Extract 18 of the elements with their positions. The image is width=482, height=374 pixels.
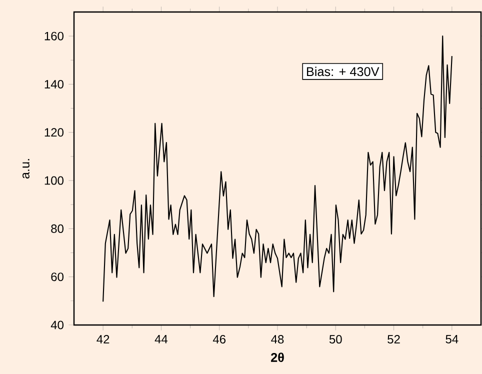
x-tick-label: 44 bbox=[154, 335, 168, 344]
x-tick-label: 50 bbox=[329, 335, 342, 344]
y-axis-title: a.u. bbox=[22, 159, 30, 179]
x-tick-label: 52 bbox=[388, 335, 400, 344]
y-tick-label: 60 bbox=[51, 272, 64, 282]
x-axis-title: 2θ bbox=[270, 352, 284, 362]
y-tick-label: 80 bbox=[51, 224, 64, 233]
y-tick-label: 160 bbox=[44, 32, 64, 40]
y-tick-label: 140 bbox=[44, 80, 64, 88]
y-tick-label: 100 bbox=[44, 176, 64, 185]
annotation: Bias: + 430V bbox=[306, 66, 380, 76]
x-tick-label: 54 bbox=[446, 335, 458, 344]
x-tick-label: 46 bbox=[212, 335, 226, 344]
x-tick-label: 42 bbox=[96, 335, 110, 344]
line-series bbox=[102, 36, 452, 302]
y-tick-label: 120 bbox=[44, 128, 64, 137]
x-tick-label: 48 bbox=[271, 335, 284, 344]
y-tick-label: 40 bbox=[50, 320, 64, 330]
